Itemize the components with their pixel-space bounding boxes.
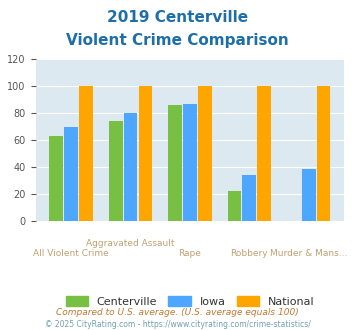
Bar [138,86,152,221]
Bar [168,105,182,221]
Bar [49,136,63,221]
Bar [109,121,122,221]
Bar [228,191,241,221]
Bar [302,169,316,221]
Text: Rape: Rape [179,249,201,258]
Bar [183,104,197,221]
Text: Violent Crime Comparison: Violent Crime Comparison [66,33,289,48]
Bar [198,86,212,221]
Text: 2019 Centerville: 2019 Centerville [107,10,248,25]
Bar [64,127,78,221]
Bar [257,86,271,221]
Bar [242,175,256,221]
Text: All Violent Crime: All Violent Crime [33,249,109,258]
Bar [317,86,331,221]
Bar [124,113,137,221]
Text: Aggravated Assault: Aggravated Assault [86,239,175,248]
Text: Compared to U.S. average. (U.S. average equals 100): Compared to U.S. average. (U.S. average … [56,308,299,316]
Bar [79,86,93,221]
Legend: Centerville, Iowa, National: Centerville, Iowa, National [61,291,319,311]
Text: © 2025 CityRating.com - https://www.cityrating.com/crime-statistics/: © 2025 CityRating.com - https://www.city… [45,320,310,329]
Text: Murder & Mans...: Murder & Mans... [270,249,348,258]
Text: Robbery: Robbery [230,249,268,258]
